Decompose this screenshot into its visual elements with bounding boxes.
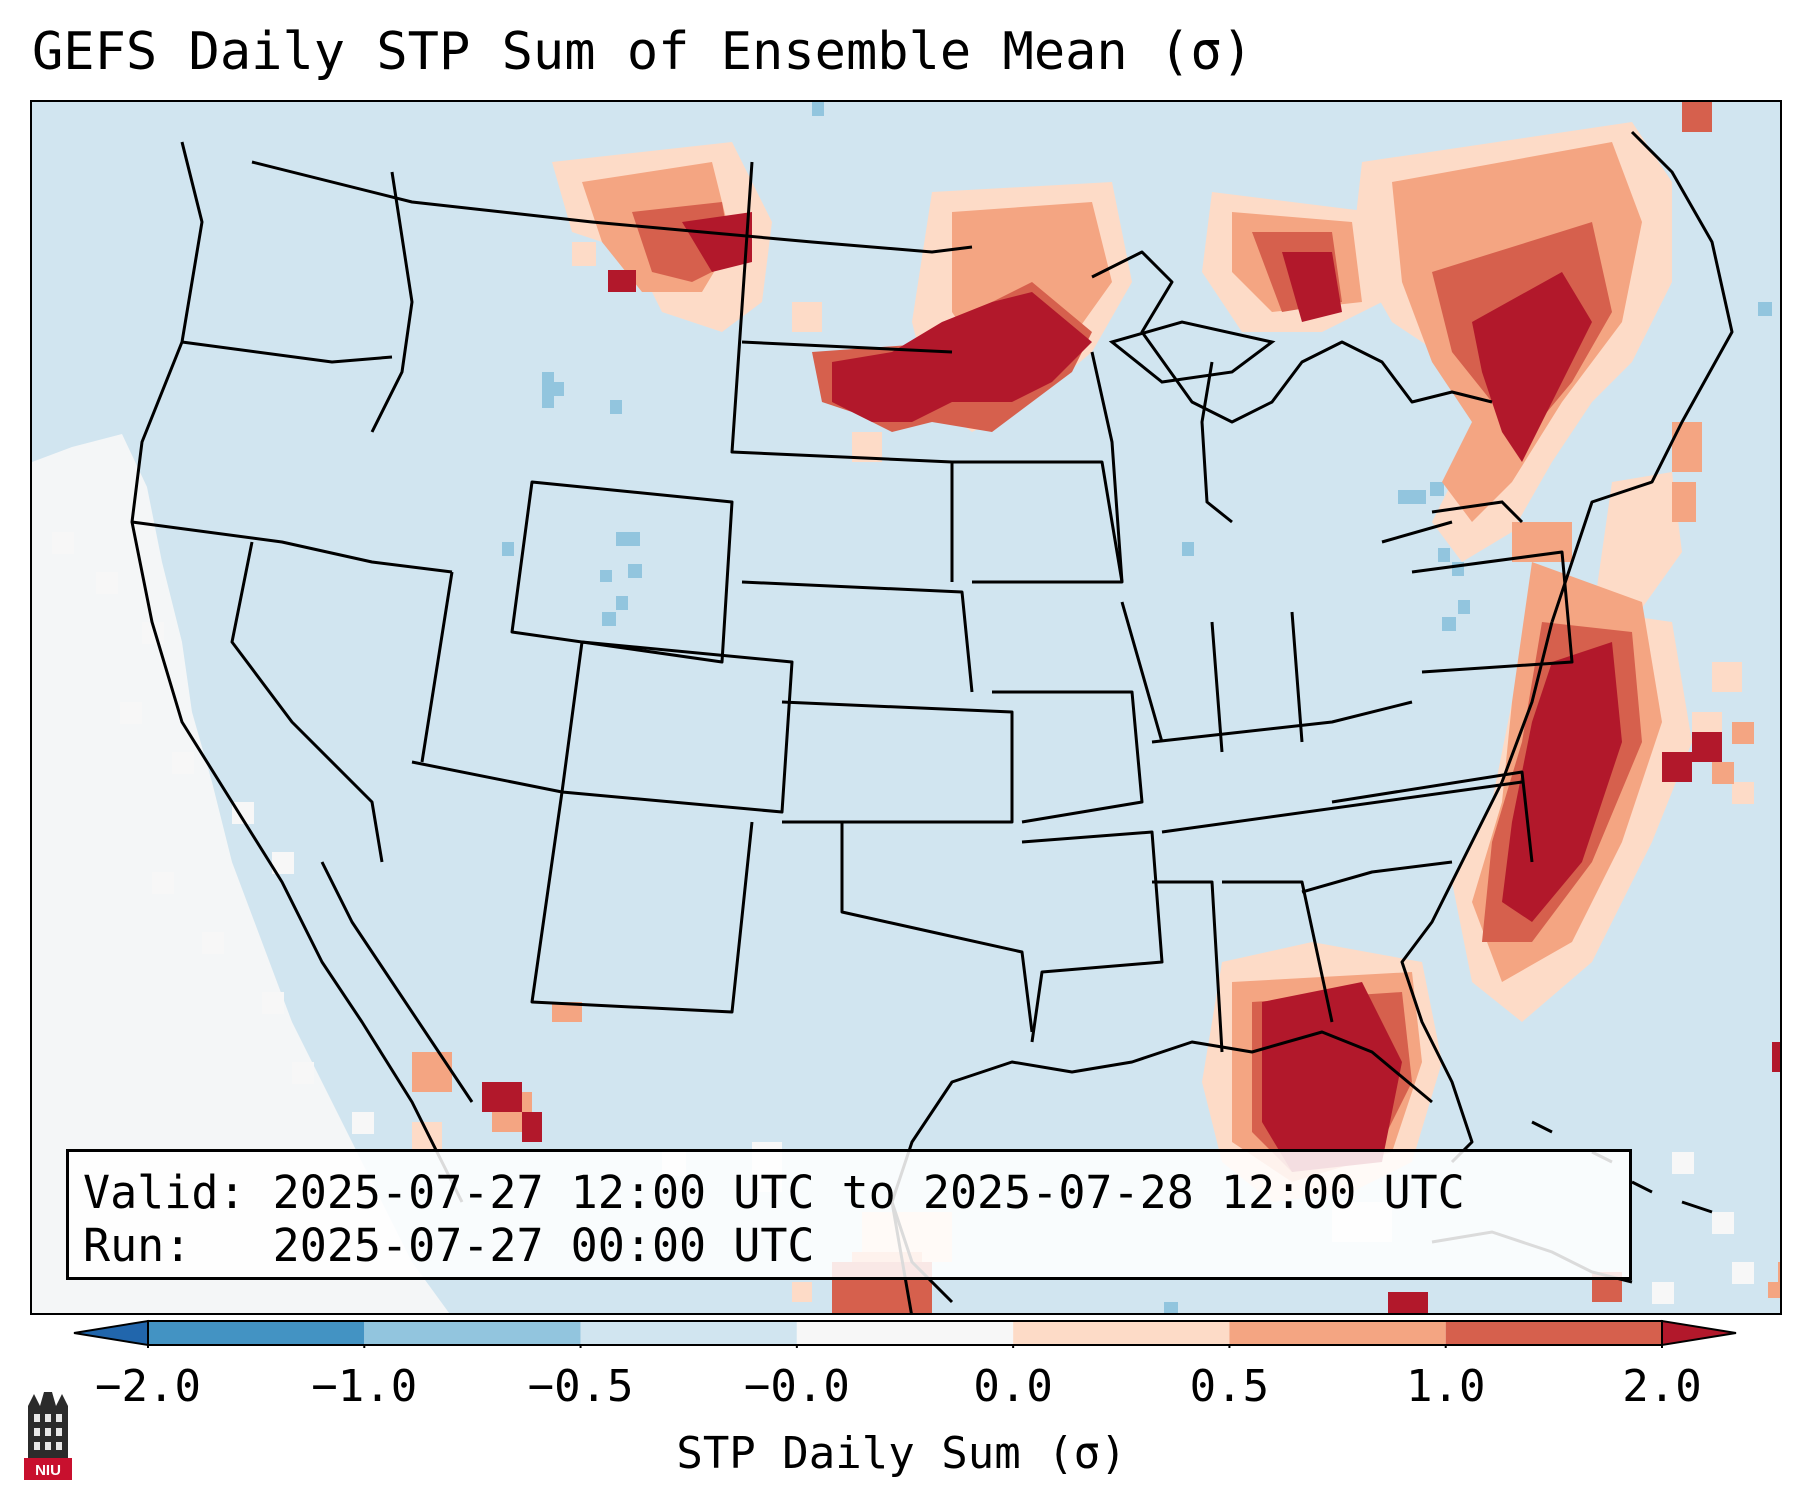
colorbar-tick-label: 0.0 — [973, 1361, 1053, 1412]
state-line-wy — [510, 480, 734, 664]
valid-label: Valid: — [83, 1166, 246, 1219]
us-canada-border — [251, 160, 973, 254]
colorbar-segment — [796, 1321, 1014, 1345]
state-line-ks-ok — [781, 700, 1014, 824]
colorbar-tick-label: 0.5 — [1189, 1361, 1270, 1412]
map-title: GEFS Daily STP Sum of Ensemble Mean (σ) — [32, 22, 1253, 82]
state-line-wi-mi — [1090, 351, 1124, 583]
colorbar-segment — [1229, 1321, 1446, 1345]
state-line-pa-ny — [1411, 550, 1574, 674]
colorbar-segment — [1013, 1321, 1230, 1345]
great-lakes-shore — [1091, 250, 1493, 424]
run-text: 2025-07-27 00:00 UTC — [272, 1219, 815, 1272]
state-line-va-nc — [1331, 770, 1534, 863]
lake-michigan-shore — [1200, 361, 1233, 524]
state-line-il-in-oh — [1120, 601, 1304, 753]
valid-text: 2025-07-27 12:00 UTC to 2025-07-28 12:00… — [272, 1166, 1465, 1219]
colorbar-segment — [580, 1321, 797, 1345]
colorbar-segment — [148, 1321, 365, 1345]
map-panel — [30, 100, 1782, 1315]
niu-tower-logo: NIU — [24, 1392, 72, 1480]
geographic-boundaries — [130, 130, 1734, 1313]
map-canvas — [32, 102, 1780, 1313]
colorbar — [73, 1319, 1737, 1348]
colorbar-tick-label: −2.0 — [95, 1361, 201, 1412]
state-line-nd-sd-ne — [741, 340, 974, 693]
us-east-coast — [1400, 621, 1554, 1164]
lake-superior — [1108, 320, 1276, 384]
colorbar-tick-label: −0.5 — [527, 1361, 634, 1412]
colorbar-tick-label: −1.0 — [311, 1361, 418, 1412]
logo-tower-shape — [28, 1392, 68, 1458]
colorbar-extend-low — [73, 1319, 149, 1347]
state-line-mn-ia-mo — [952, 460, 1144, 824]
colorbar-segment — [1445, 1321, 1662, 1345]
state-line-or-nv-id — [131, 520, 453, 574]
state-line-ms-al-ga — [1152, 860, 1453, 1053]
gulf-of-california-coast — [320, 861, 474, 1103]
colorbar-extend-high — [1661, 1319, 1737, 1347]
state-line-id-mt — [370, 171, 414, 433]
northeast-coast — [1550, 130, 1734, 623]
state-line-wa-or — [181, 340, 393, 364]
validity-info-box: Valid: 2025-07-27 12:00 UTC to 2025-07-2… — [66, 1149, 1632, 1280]
colorbar-segment — [364, 1321, 581, 1345]
colorbar-tick-label: 2.0 — [1622, 1361, 1702, 1412]
colorbar-tick-label: 1.0 — [1405, 1361, 1486, 1412]
logo-red-band — [24, 1458, 72, 1480]
state-line-co — [560, 640, 794, 814]
state-line-ca-nv — [230, 541, 384, 863]
logo-text: NIU — [35, 1462, 61, 1479]
colorbar-outline — [147, 1320, 1663, 1346]
colorbar-label: STP Daily Sum (σ) — [676, 1428, 1127, 1479]
state-line-ut-az — [411, 760, 563, 794]
state-line-az-nm — [530, 791, 754, 1014]
state-line-nv-ut — [420, 571, 454, 763]
valid-row: Valid: 2025-07-27 12:00 UTC to 2025-07-2… — [83, 1166, 1629, 1219]
colorbar-tick-label: −0.0 — [743, 1361, 850, 1412]
run-row: Run: 2025-07-27 00:00 UTC — [83, 1219, 1629, 1272]
state-line-ar-la — [1021, 830, 1164, 1043]
run-label: Run: — [83, 1219, 192, 1272]
state-line-tn-ky — [1151, 700, 1523, 834]
lake-erie-ontario — [1381, 500, 1524, 544]
state-line-tx-panhandle — [840, 822, 1034, 1033]
state-line-mt-dakotas — [730, 161, 954, 582]
